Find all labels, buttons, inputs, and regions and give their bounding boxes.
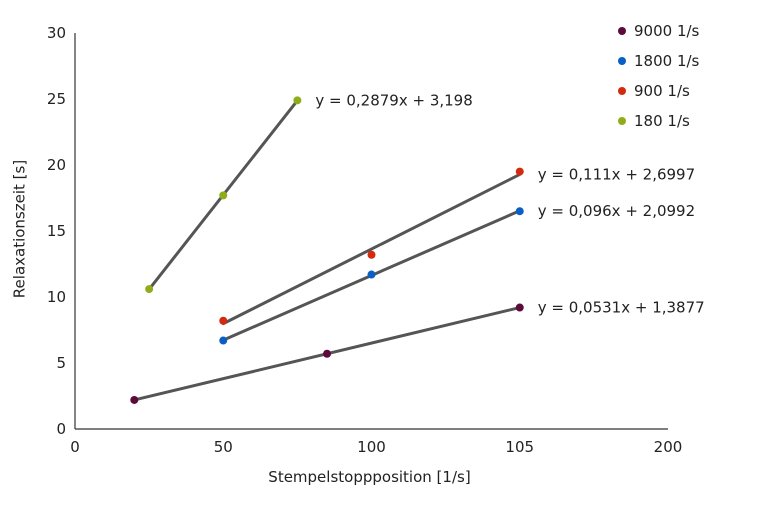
trendline-equations: y = 0,0531x + 1,3877 y = 0,096x + 2,0992 y… [315, 92, 704, 317]
y-tick-label: 5 [56, 354, 66, 372]
y-tick-label: 15 [47, 222, 66, 240]
legend-label: 180 1/s [634, 112, 690, 130]
data-point [367, 270, 376, 279]
x-axis-label: Stempelstoppposition [1/s] [268, 468, 470, 486]
x-axis-ticks: 0 50 100 105 200 [70, 438, 682, 456]
y-tick-label: 10 [47, 288, 66, 306]
data-point [145, 285, 154, 294]
data-point [219, 336, 228, 345]
y-tick-label: 30 [47, 24, 66, 42]
data-point [367, 250, 376, 259]
data-points [130, 96, 524, 404]
legend-marker [618, 87, 626, 95]
y-axis-label: Relaxationszeit [s] [11, 160, 29, 298]
legend-label: 9000 1/s [634, 22, 700, 40]
legend-label: 900 1/s [634, 82, 690, 100]
legend-marker [618, 57, 626, 65]
data-point [515, 207, 524, 216]
x-tick-label: 200 [654, 438, 683, 456]
data-point [293, 96, 302, 105]
data-point [323, 349, 332, 358]
y-tick-label: 25 [47, 90, 66, 108]
trendline-equation: y = 0,096x + 2,0992 [538, 202, 695, 220]
legend-label: 1800 1/s [634, 52, 700, 70]
data-point [515, 167, 524, 176]
data-point [130, 395, 139, 404]
y-tick-label: 0 [56, 420, 66, 438]
legend: 9000 1/s 1800 1/s 900 1/s 180 1/s [618, 22, 700, 130]
data-point [515, 303, 524, 312]
data-point [219, 316, 228, 325]
x-tick-label: 0 [70, 438, 80, 456]
x-tick-label: 50 [214, 438, 233, 456]
trendline [221, 172, 522, 326]
x-tick-label: 100 [357, 438, 386, 456]
y-axis-ticks: 0 5 10 15 20 25 30 [47, 24, 66, 438]
trendline-equation: y = 0,111x + 2,6997 [538, 165, 695, 183]
x-tick-label: 105 [505, 438, 534, 456]
y-tick-label: 20 [47, 156, 66, 174]
legend-marker [618, 27, 626, 35]
legend-marker [618, 117, 626, 125]
trendline-equation: y = 0,0531x + 1,3877 [538, 299, 705, 317]
data-point [219, 191, 228, 200]
trendline-equation: y = 0,2879x + 3,198 [315, 92, 472, 110]
